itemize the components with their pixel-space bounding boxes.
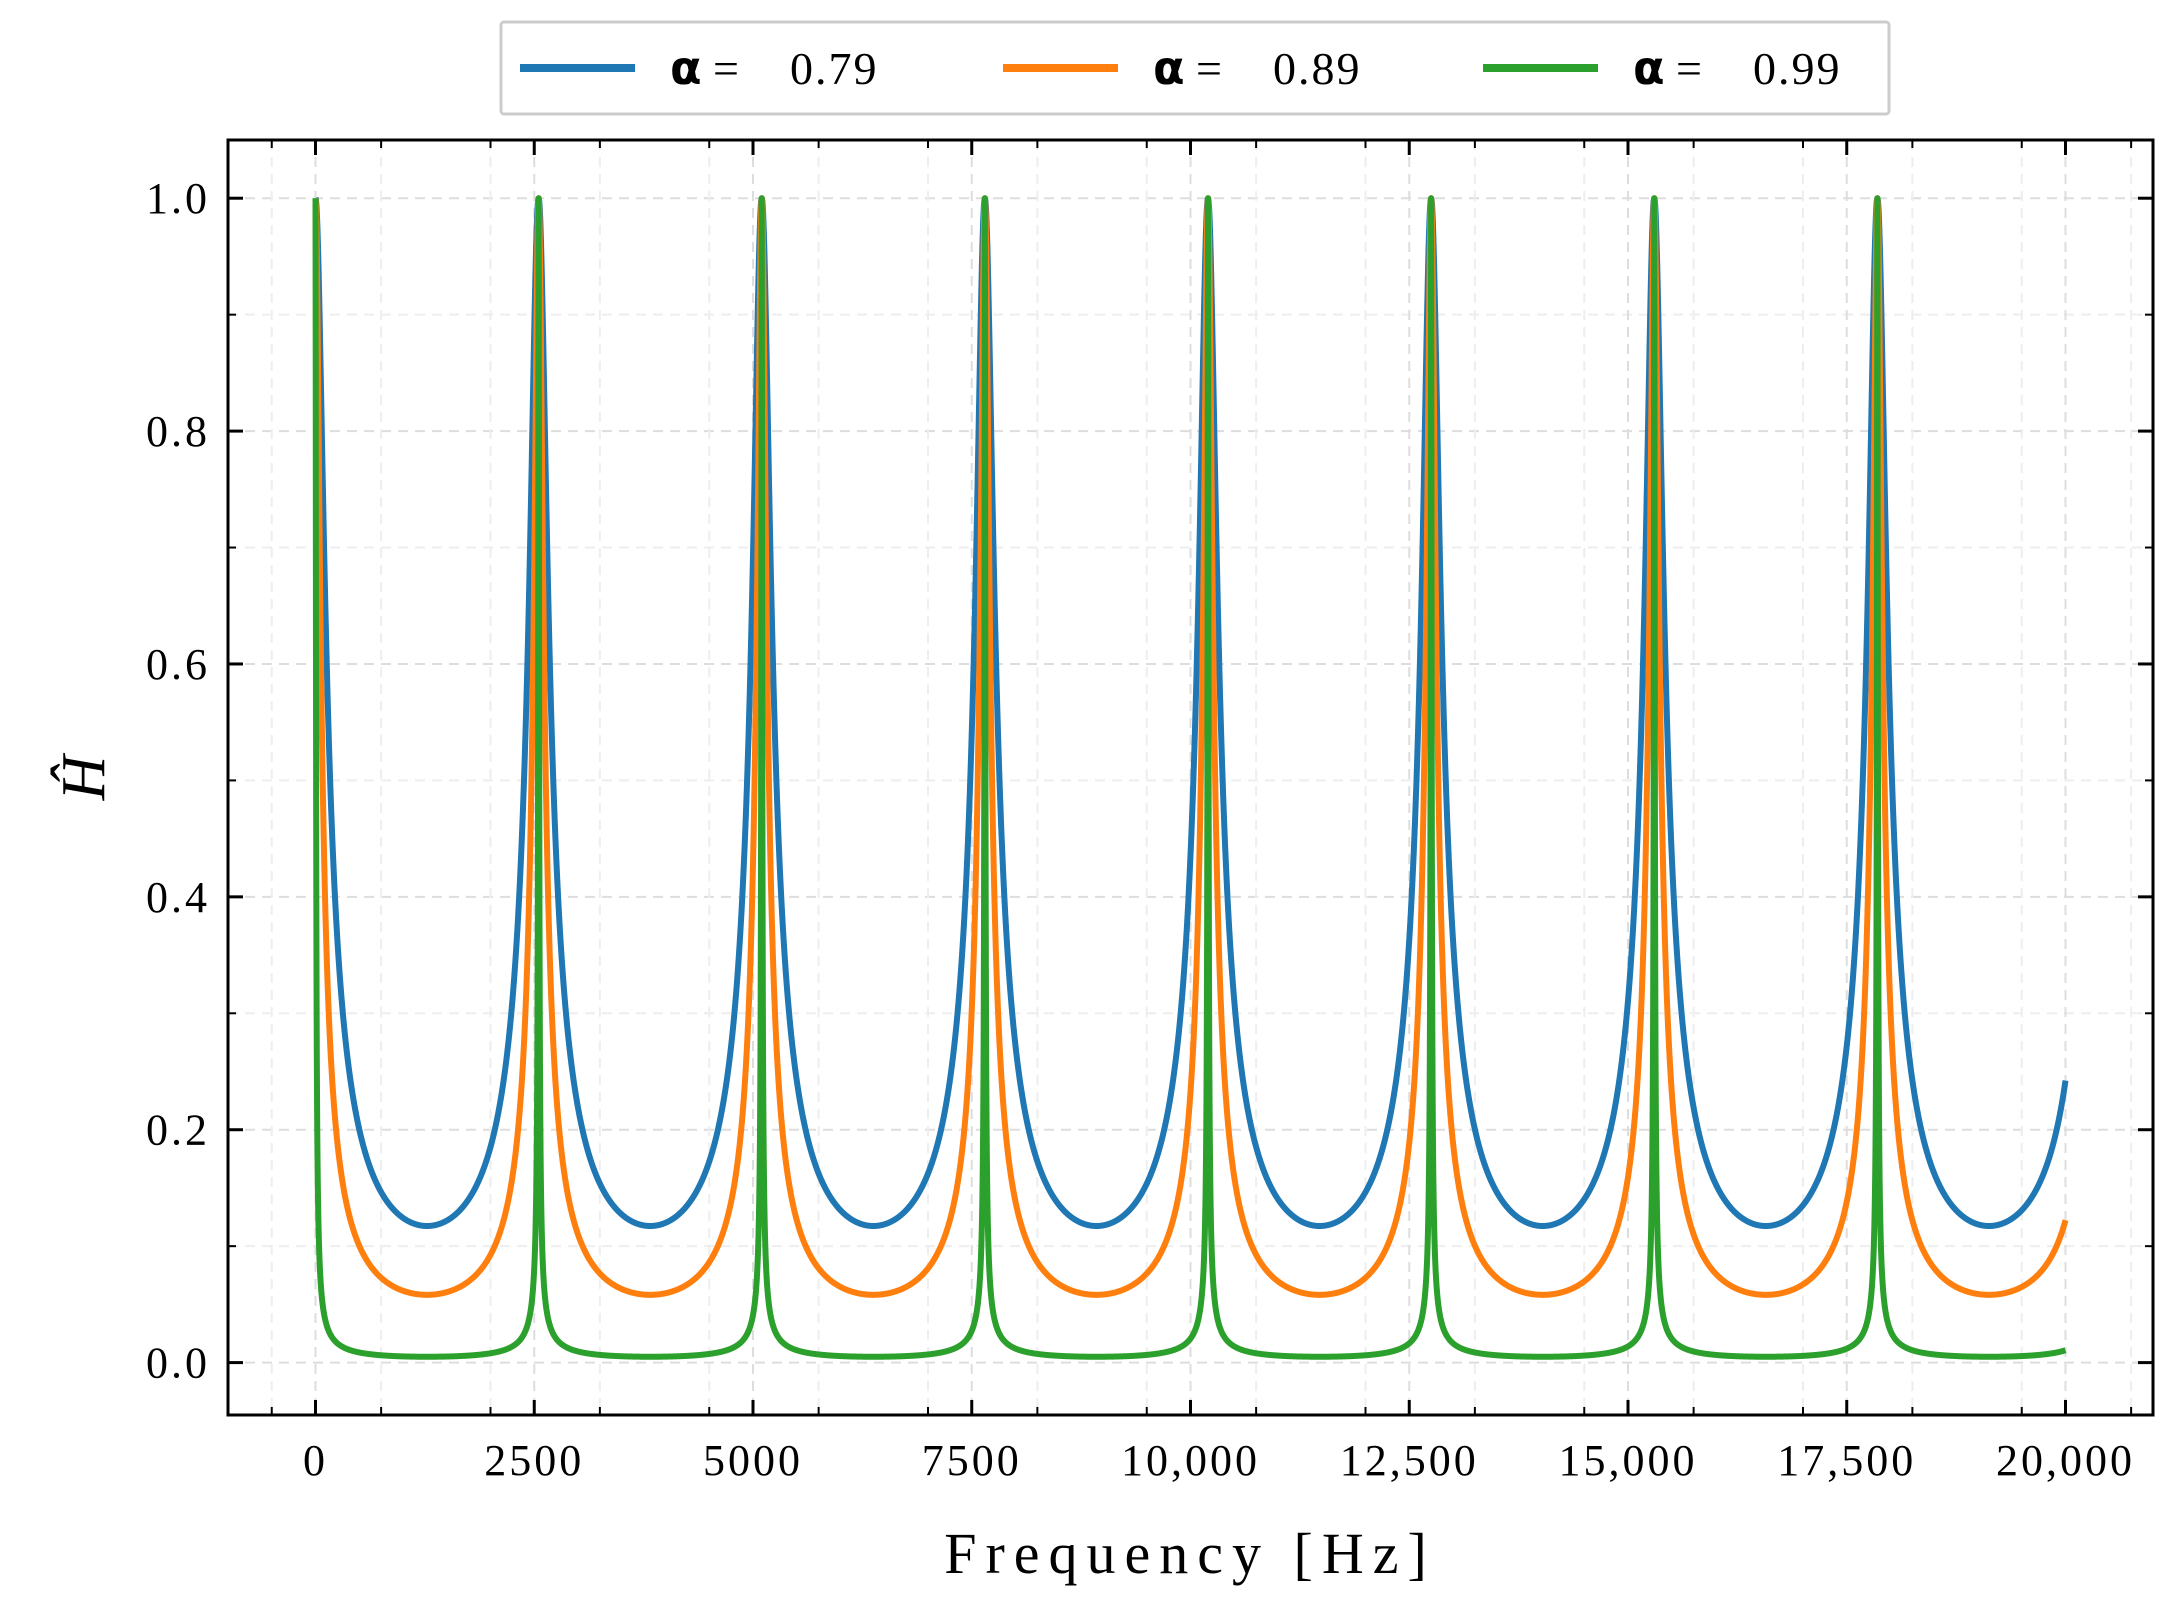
x-tick-label: 2500	[484, 1436, 584, 1485]
y-tick-label: 1.0	[146, 174, 210, 223]
y-tick-label: 0.6	[146, 640, 210, 689]
legend-box	[499, 20, 1891, 116]
legend-alpha-symbol: α	[1633, 41, 1665, 95]
x-tick-label: 10,000	[1121, 1436, 1260, 1485]
x-tick-label: 5000	[703, 1436, 803, 1485]
legend-alpha-symbol: α	[1153, 41, 1185, 95]
x-tick-label: 0	[303, 1436, 328, 1485]
x-tick-label: 15,000	[1559, 1436, 1698, 1485]
legend-alpha-symbol: α	[670, 41, 702, 95]
y-tick-label: 0.8	[146, 407, 210, 456]
series-line-0.79	[312, 195, 2069, 1229]
legend-equals: =	[1676, 43, 1704, 94]
x-tick-label: 7500	[922, 1436, 1022, 1485]
y-tick-label: 0.2	[146, 1106, 210, 1155]
legend: α = 0.79 α = 0.89 α = 0.99	[499, 20, 1891, 116]
x-tick-label: 20,000	[1996, 1436, 2135, 1485]
series-lines	[312, 195, 2069, 1360]
y-tick-label: 0.0	[146, 1339, 210, 1388]
series-line-0.99	[312, 195, 2069, 1360]
axis-ticks	[228, 140, 2153, 1415]
axis-tick-labels: 0.0 0.2 0.4 0.6 0.8 1.0 0 2500 5000 7500 10,000 12,…	[146, 174, 2135, 1485]
y-axis-title: Ĥ	[50, 752, 118, 801]
x-axis-title: Frequency [Hz]	[944, 1521, 1436, 1586]
series-line-0.89	[312, 195, 2069, 1298]
legend-value-0.89: 0.89	[1273, 43, 1362, 94]
legend-value-0.99: 0.99	[1753, 43, 1842, 94]
legend-equals: =	[713, 43, 741, 94]
x-tick-label: 12,500	[1340, 1436, 1479, 1485]
legend-value-0.79: 0.79	[790, 43, 879, 94]
x-tick-label: 17,500	[1777, 1436, 1916, 1485]
legend-equals: =	[1196, 43, 1224, 94]
y-tick-label: 0.4	[146, 873, 210, 922]
